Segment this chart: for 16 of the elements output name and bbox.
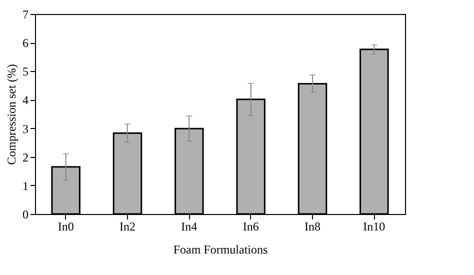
y-axis-title: Compression set (%) — [4, 64, 18, 165]
y-tick-label: 0 — [22, 208, 28, 222]
y-tick-label: 3 — [22, 122, 28, 136]
y-tick-label: 7 — [22, 8, 28, 22]
x-tick-label: In6 — [242, 220, 259, 234]
y-tick-label: 6 — [22, 36, 28, 50]
x-tick-label: In4 — [181, 220, 198, 234]
x-tick-label: In0 — [58, 220, 74, 234]
y-tick-label: 1 — [22, 178, 28, 193]
y-tick-label: 5 — [22, 64, 28, 79]
x-axis-title: Foam Formulations — [173, 242, 268, 256]
x-tick-label: In10 — [363, 220, 386, 234]
x-tick-label: In8 — [304, 220, 320, 234]
y-tick-label: 4 — [22, 93, 28, 108]
y-tick-label: 2 — [22, 150, 28, 164]
x-tick-label: In2 — [120, 220, 136, 234]
